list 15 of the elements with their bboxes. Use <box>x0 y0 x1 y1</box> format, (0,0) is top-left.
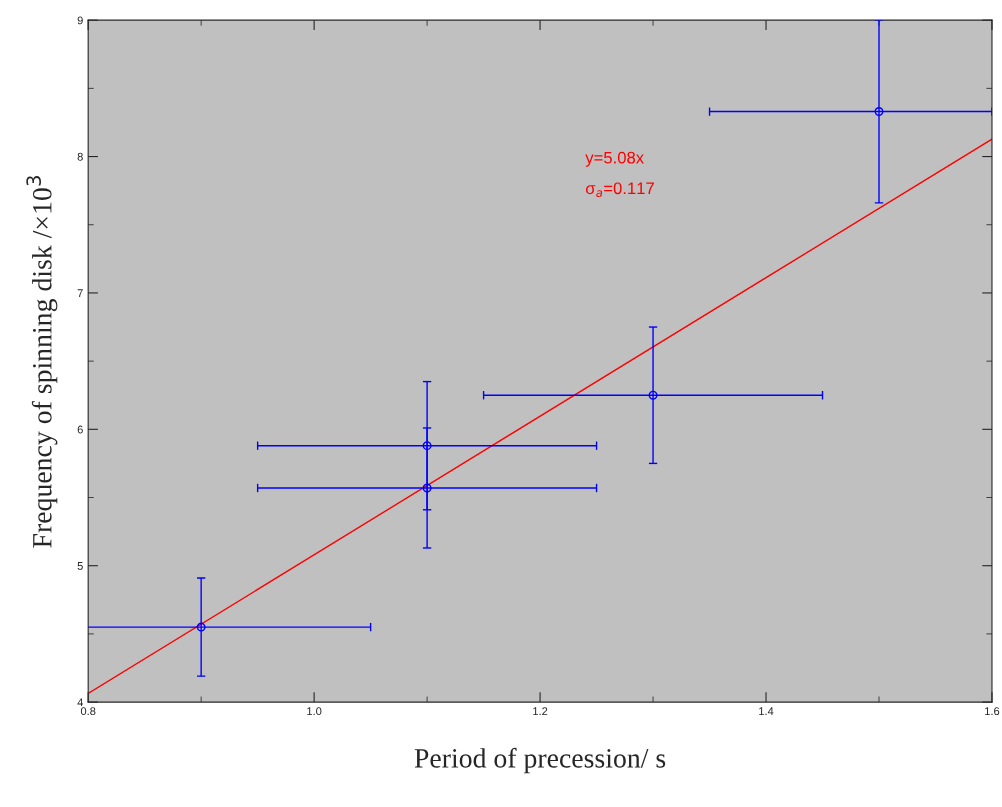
x-tick-label: 0.8 <box>80 707 96 716</box>
y-tick-label: 7 <box>77 289 83 297</box>
annotation: σ$_{a}$=0.117 <box>585 182 654 197</box>
y-tick-label: 5 <box>77 562 83 570</box>
x-tick-label: 1.6 <box>985 707 1000 716</box>
x-tick-label: 1.0 <box>307 707 322 716</box>
y-tick-label: 6 <box>77 425 83 434</box>
annotation: y=5.08x <box>585 151 644 167</box>
x-tick-label: 1.4 <box>759 707 774 715</box>
y-axis-title: Frequency of spinning disk /×10$^{3}$ <box>26 176 58 548</box>
y-tick-label: 9 <box>77 16 83 25</box>
x-axis-title: Period of precession/ s <box>414 747 666 774</box>
x-tick-label: 1.2 <box>533 707 548 715</box>
y-tick-label: 8 <box>77 152 83 161</box>
y-tick-label: 4 <box>77 698 83 707</box>
